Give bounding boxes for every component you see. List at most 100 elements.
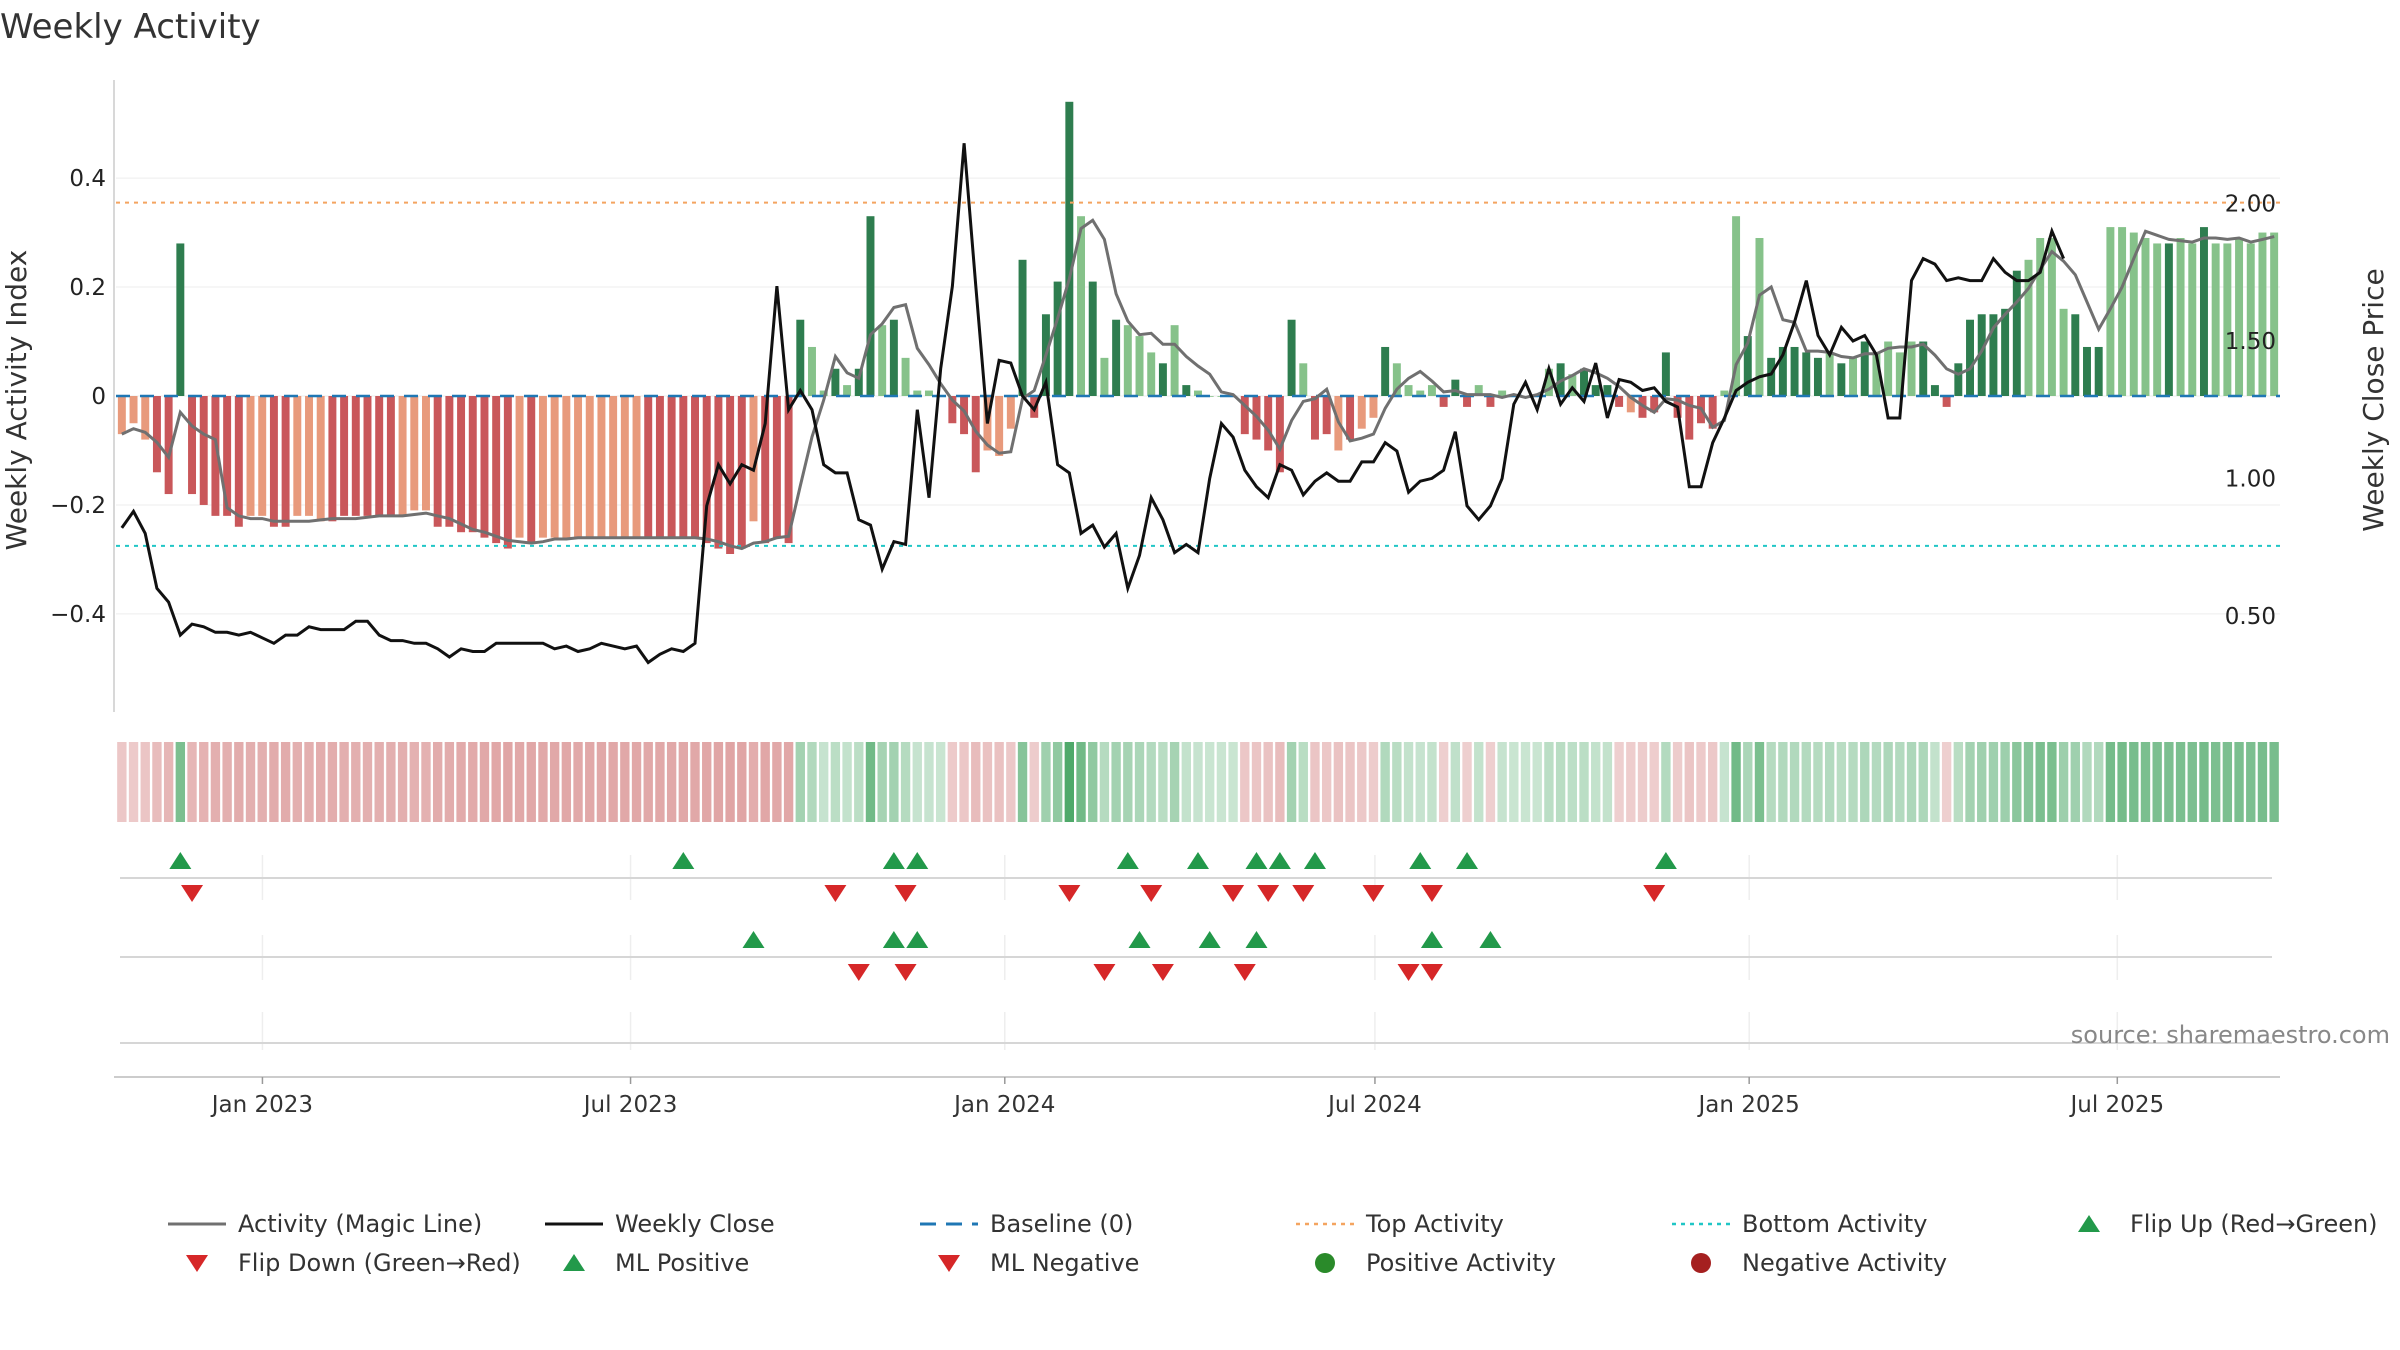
strip-cell [1275, 742, 1285, 822]
strip-cell [1380, 742, 1390, 822]
strip-cell [1672, 742, 1683, 822]
activity-bar [655, 396, 664, 538]
activity-bar [2071, 314, 2080, 396]
strip-cell [1146, 742, 1156, 822]
flip-down-marker [824, 885, 847, 902]
activity-bar [1544, 368, 1553, 396]
strip-cell [2000, 742, 2010, 822]
activity-bar [796, 319, 805, 396]
activity-bar [644, 396, 653, 538]
strip-cell [971, 742, 981, 822]
activity-bar [1427, 385, 1436, 396]
legend-label: ML Negative [990, 1249, 1139, 1277]
activity-bar [772, 396, 781, 538]
activity-bar [340, 396, 349, 516]
strip-cell [432, 742, 443, 822]
flip-down-marker [894, 885, 917, 902]
strip-cell [807, 742, 817, 822]
legend-marker-neg [1691, 1253, 1711, 1273]
activity-bar [2223, 243, 2232, 396]
activity-bar [258, 396, 267, 516]
strip-cell [1485, 742, 1496, 822]
strip-cell [655, 742, 665, 822]
strip-cell [1801, 742, 1811, 822]
strip-cell [959, 742, 969, 822]
legend-marker-down [186, 1255, 208, 1272]
legend-label: Activity (Magic Line) [238, 1210, 482, 1238]
activity-bar [843, 385, 852, 396]
strip-cell [1731, 742, 1741, 822]
strip-cell [2164, 742, 2174, 822]
activity-bar [948, 396, 957, 424]
activity-bar [328, 396, 337, 522]
activity-bar [585, 396, 594, 538]
activity-bar [1123, 325, 1132, 396]
activity-bar [878, 325, 887, 396]
y-ticks: 0.4 0.2 0 −0.2 −0.4 2.00 1.50 1.00 0.50 [50, 166, 2276, 630]
flip-up-marker [1187, 852, 1209, 869]
activity-bar [1147, 352, 1156, 396]
strip-cell [666, 742, 677, 822]
activity-bar [1708, 396, 1717, 429]
activity-bar [1895, 352, 1904, 396]
activity-bar [2141, 238, 2150, 396]
strip-cell [1345, 742, 1355, 822]
y2-tick-label: 1.50 [2225, 329, 2276, 355]
activity-bar [305, 396, 313, 516]
signal-rows [120, 852, 2272, 1044]
activity-bar [866, 216, 875, 396]
activity-bar [1825, 352, 1834, 396]
activity-bar [129, 396, 138, 424]
strip-cell [760, 742, 770, 822]
activity-bar [620, 396, 629, 538]
strip-cell [1743, 742, 1753, 822]
flip-up-marker [1245, 852, 1268, 869]
strip-cell [795, 742, 805, 822]
strip-cell [210, 742, 221, 822]
strip-cell [1860, 742, 1870, 822]
strip-cell [1813, 742, 1823, 822]
activity-bar [1790, 346, 1799, 396]
activity-bar [293, 396, 302, 516]
ml-negative-marker [1233, 964, 1256, 981]
strip-cell [140, 742, 150, 822]
strip-cell [1602, 742, 1613, 822]
strip-cell [257, 742, 267, 822]
strip-cell [2234, 742, 2244, 822]
activity-bar [889, 319, 898, 396]
strip-cell [994, 742, 1004, 822]
strip-cell [1392, 742, 1402, 822]
activity-bar [737, 396, 746, 549]
activity-bar [924, 390, 933, 396]
activity-bar [515, 396, 524, 538]
activity-bar [1615, 396, 1624, 407]
activity-bar [422, 396, 430, 511]
strip-cell [854, 742, 864, 822]
activity-bar [1439, 396, 1448, 407]
activity-bar [1837, 363, 1846, 396]
strip-cell [1017, 742, 1028, 822]
ml-negative-marker [1420, 964, 1443, 981]
strip-cell [1520, 742, 1531, 822]
strip-cell [1626, 742, 1636, 822]
strip-cell [2035, 742, 2045, 822]
strip-cell [374, 742, 384, 822]
y-tick-label: −0.2 [50, 493, 106, 519]
y-tick-label: 0.2 [69, 275, 106, 301]
strip-cell [1158, 742, 1168, 822]
activity-bar [1264, 396, 1273, 451]
activity-bar [1989, 314, 1998, 396]
activity-bar [176, 243, 185, 396]
strip-cell [1216, 742, 1227, 822]
x-tick-label: Jan 2023 [210, 1092, 313, 1118]
strip-cell [1871, 742, 1882, 822]
activity-bar [1977, 314, 1986, 396]
strip-cell [2105, 742, 2116, 822]
strip-cell [187, 742, 197, 822]
activity-bar [726, 396, 735, 554]
activity-bar [679, 396, 688, 538]
activity-bar [1077, 216, 1086, 396]
strip-cell [1930, 742, 1940, 822]
strip-cell [1076, 742, 1086, 822]
strip-cell [1462, 742, 1472, 822]
